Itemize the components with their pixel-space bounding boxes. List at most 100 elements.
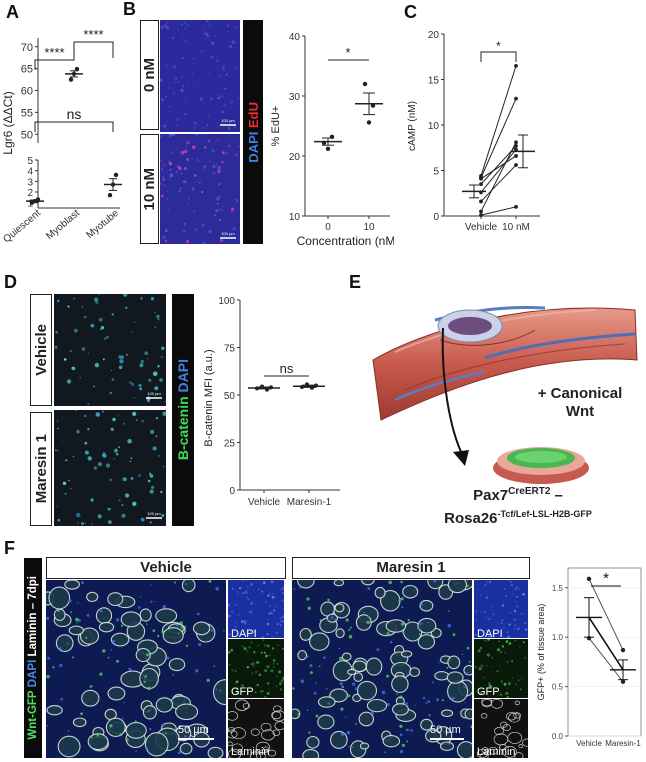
cell-nucleus <box>486 581 489 583</box>
inset-laminin-maresin: Laminin <box>474 699 528 758</box>
cell-nucleus <box>160 135 162 138</box>
data-point <box>620 679 626 684</box>
cell-nucleus <box>95 300 99 304</box>
laminin-outline <box>481 747 489 754</box>
cell-nucleus <box>242 645 244 648</box>
bcatenin-image-maresin: 100 µm <box>54 410 166 526</box>
cell-nucleus <box>487 639 490 641</box>
cell-nucleus <box>277 613 279 615</box>
nucleus <box>185 644 189 647</box>
nucleus <box>367 587 371 590</box>
cell-nucleus <box>524 621 527 625</box>
nucleus <box>389 641 393 644</box>
cell-nucleus <box>98 294 100 296</box>
cell-nucleus <box>508 623 511 626</box>
nucleus <box>46 674 50 679</box>
nucleus <box>308 731 311 734</box>
muscle-fiber <box>447 680 469 703</box>
cell-nucleus <box>223 178 225 180</box>
muscle-fiber <box>162 627 184 644</box>
cell-nucleus <box>166 26 169 29</box>
nucleus <box>125 738 129 742</box>
cell-nucleus <box>252 632 254 634</box>
cell-nucleus <box>514 683 517 686</box>
nucleus <box>407 619 410 622</box>
cell-nucleus <box>234 47 236 49</box>
nucleus <box>323 656 326 659</box>
cell-nucleus <box>132 501 137 506</box>
cell-nucleus <box>155 417 159 420</box>
cell-nucleus <box>66 379 72 384</box>
cell-nucleus <box>154 386 159 390</box>
plot-frame <box>567 567 642 737</box>
cell-nucleus <box>197 179 199 181</box>
cell-nucleus <box>184 112 187 116</box>
cell-nucleus <box>192 145 196 149</box>
cell-nucleus <box>181 85 185 88</box>
cell-nucleus <box>484 639 487 643</box>
cell-nucleus <box>202 241 205 244</box>
panel-label-c: C <box>404 2 417 22</box>
cell-nucleus <box>216 59 219 62</box>
wnt-label-line1: + Canonical <box>537 385 623 402</box>
laminin-outline <box>506 711 517 721</box>
cell-nucleus <box>116 448 118 450</box>
cell-nucleus <box>195 216 197 218</box>
cell-nucleus <box>214 35 217 37</box>
cell-nucleus <box>125 493 130 498</box>
nucleus <box>67 643 69 645</box>
mouse-line: Pax7CreERT2 – Rosa26-Tcf/Lef-LSL-H2B-GFP <box>398 483 638 528</box>
nucleus <box>60 697 63 701</box>
nucleus <box>386 674 390 678</box>
cell-nucleus <box>227 127 231 130</box>
muscle-fiber <box>317 696 336 708</box>
cell-nucleus <box>504 652 506 654</box>
cell-nucleus <box>184 39 187 42</box>
cell-nucleus <box>241 684 244 687</box>
cell-nucleus <box>264 696 267 698</box>
paired-line <box>588 637 624 682</box>
laminin-outline <box>507 731 523 744</box>
cell-nucleus <box>191 71 194 74</box>
cell-nucleus <box>118 365 123 370</box>
cell-nucleus <box>98 317 103 322</box>
cell-nucleus <box>161 194 164 198</box>
nucleus <box>138 606 141 609</box>
cell-nucleus <box>266 665 270 669</box>
nucleus <box>345 618 349 622</box>
cell-nucleus <box>139 363 144 368</box>
x-tick-label: Myoblast <box>44 208 82 242</box>
muscle-fiber <box>95 607 113 624</box>
cell-nucleus <box>186 141 190 145</box>
nucleus <box>161 723 165 727</box>
nucleus <box>135 750 137 752</box>
cell-nucleus <box>93 297 99 302</box>
cell-nucleus <box>244 590 248 594</box>
cell-nucleus <box>181 33 184 36</box>
inset-label-dapi-maresin: DAPI <box>477 628 503 638</box>
nucleus <box>319 619 322 621</box>
cell-nucleus <box>169 168 172 171</box>
nucleus <box>355 687 358 691</box>
cell-nucleus <box>251 672 254 675</box>
cell-nucleus <box>212 171 216 175</box>
nucleus <box>206 678 210 682</box>
muscle-fiber <box>335 628 345 639</box>
cell-nucleus <box>235 621 237 624</box>
cell-nucleus <box>152 371 158 377</box>
nucleus <box>59 663 63 668</box>
significance-bracket <box>480 51 517 62</box>
cell-nucleus <box>162 176 164 178</box>
nucleus <box>386 632 390 636</box>
cell-nucleus <box>512 593 515 596</box>
cell-nucleus <box>222 231 225 234</box>
nucleus <box>341 685 344 689</box>
cell-nucleus <box>167 28 169 30</box>
nucleus <box>306 709 309 711</box>
nucleus <box>119 733 123 737</box>
cell-nucleus <box>193 126 196 129</box>
muscle-fiber <box>105 717 126 737</box>
cell-nucleus <box>235 680 239 684</box>
nucleus <box>47 656 51 660</box>
nucleus <box>315 682 317 684</box>
